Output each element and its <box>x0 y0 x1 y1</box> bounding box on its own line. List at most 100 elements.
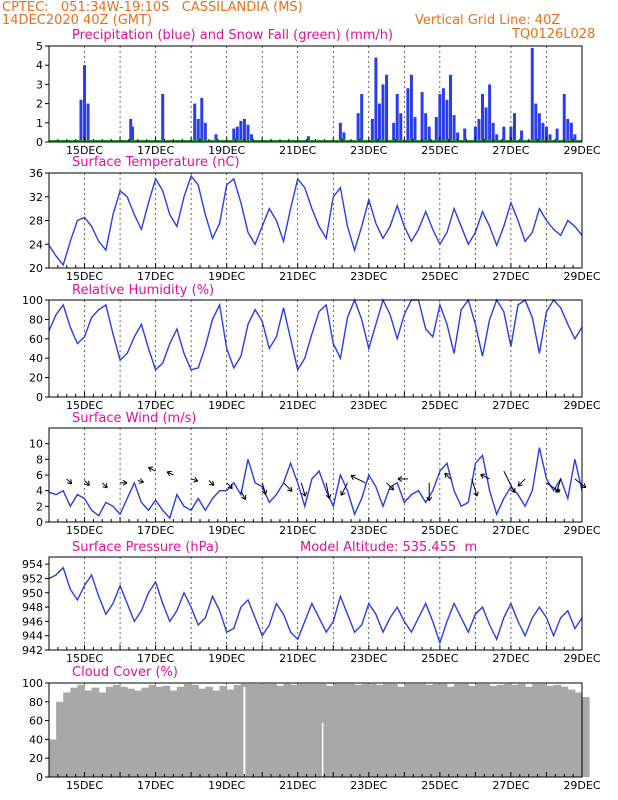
precip-bar <box>161 94 165 142</box>
wind-arrow-head <box>212 480 215 486</box>
cloud-xtick-label: 19DEC <box>208 779 245 792</box>
cloud-ytick-label: 40 <box>29 733 43 746</box>
humidity-ytick-label: 0 <box>36 391 43 404</box>
wind-arrow-head <box>517 484 523 487</box>
wind-arrow <box>84 480 90 486</box>
cloud-bar <box>304 683 313 777</box>
humidity-xtick-label: 25DEC <box>421 399 458 412</box>
wind-arrow <box>240 490 246 500</box>
wind-arrow <box>190 478 198 482</box>
precip-xtick-label: 27DEC <box>492 144 529 157</box>
temperature-ytick-label: 32 <box>29 191 43 204</box>
precip-bar <box>235 126 239 142</box>
pressure-ytick-label: 948 <box>22 601 43 614</box>
cloud-bar <box>262 683 270 777</box>
cloud-bar <box>340 683 348 777</box>
humidity-xtick-label: 15DEC <box>66 399 103 412</box>
precip-bar <box>530 47 534 142</box>
cloud-bar <box>333 683 341 777</box>
cloud-bar <box>461 683 469 777</box>
precip-bar <box>131 126 135 142</box>
pressure-xtick-label: 15DEC <box>66 652 103 665</box>
cloud-bar <box>546 685 555 777</box>
cloud-bar <box>63 692 71 777</box>
wind-arrow-head <box>325 494 330 499</box>
wind-arrow <box>556 478 562 493</box>
wind-arrow <box>340 482 348 496</box>
cloud-bar <box>212 690 221 777</box>
wind-arrow-head <box>304 491 308 497</box>
cloud-xtick-label: 21DEC <box>279 779 316 792</box>
precip-bar <box>438 94 442 142</box>
precip-ytick-label: 2 <box>36 98 43 111</box>
wind-xtick-label: 27DEC <box>492 524 529 537</box>
wind-series-line <box>48 447 583 520</box>
cloud-bar <box>532 683 540 777</box>
cloud-bar <box>510 684 519 777</box>
precip-bar <box>473 126 477 142</box>
pressure-title: Surface Pressure (hPa) <box>72 540 219 555</box>
wind-arrow <box>166 471 174 476</box>
wind-arrow-head <box>517 481 520 487</box>
precip-bar <box>573 134 577 142</box>
cloud-bar <box>247 683 256 777</box>
cloud-bar <box>184 683 192 777</box>
cloud-bar <box>468 685 476 777</box>
cloud-ytick-label: 0 <box>36 771 43 784</box>
precip-bar <box>86 103 90 142</box>
wind-arrow-head <box>397 478 403 482</box>
temperature-series-line <box>48 174 583 267</box>
precip-bar <box>562 94 566 142</box>
wind-arrow-head <box>480 474 484 479</box>
temperature-xtick-label: 27DEC <box>492 270 529 283</box>
precip-bar <box>83 65 87 142</box>
wind-arrow <box>350 475 366 484</box>
cloud-title: Cloud Cover (%) <box>72 665 178 680</box>
temperature-frame <box>48 172 583 269</box>
precip-xtick-label: 21DEC <box>279 144 316 157</box>
cloud-bar <box>155 686 164 777</box>
cloud-bar <box>368 683 377 777</box>
cloud-bar <box>77 684 86 777</box>
wind-arrow-head <box>87 480 90 486</box>
pressure-ytick-label: 952 <box>22 572 43 585</box>
cloud-bar <box>475 683 484 777</box>
cloud-bar <box>539 683 547 777</box>
wind-arrow-head <box>350 475 354 480</box>
humidity-xtick-label: 29DEC <box>563 399 600 412</box>
precip-bar <box>129 118 133 142</box>
cloud-bar <box>582 697 590 777</box>
cloud-xtick-label: 15DEC <box>66 779 103 792</box>
precip-ytick-label: 5 <box>36 40 43 53</box>
cloud-bar <box>276 685 285 777</box>
temperature-title: Surface Temperature (nC) <box>72 155 240 170</box>
cloud-bar <box>283 683 292 777</box>
cloud-bar <box>198 688 206 777</box>
cloud-bar <box>269 683 277 777</box>
precip-bar <box>424 113 428 142</box>
pressure-xtick-label: 17DEC <box>137 652 174 665</box>
cloud-bar <box>489 685 498 777</box>
wind-arrow-head <box>428 496 433 502</box>
cloud-bar <box>432 683 441 777</box>
cloud-ytick-label: 100 <box>22 677 43 690</box>
precip-bar <box>544 126 548 142</box>
pressure-xtick-label: 19DEC <box>208 652 245 665</box>
cloud-ytick-label: 80 <box>29 696 43 709</box>
precip-bar <box>239 120 243 142</box>
wind-arrow-head <box>554 487 558 493</box>
cloud-bar <box>205 686 213 777</box>
precip-xtick-label: 17DEC <box>137 144 174 157</box>
wind-arrow-head <box>241 496 246 501</box>
cloud-bar <box>397 686 405 777</box>
pressure-xtick-label: 21DEC <box>279 652 316 665</box>
wind-arrow-head <box>444 472 450 475</box>
wind-arrow <box>480 473 490 480</box>
precip-title: Precipitation (blue) and Snow Fall (gree… <box>72 28 394 43</box>
precip-bar <box>445 99 449 142</box>
cloud-bar <box>127 688 135 777</box>
pressure-ytick-label: 946 <box>22 615 43 628</box>
wind-arrow-head <box>194 477 199 482</box>
precip-xtick-label: 29DEC <box>563 144 600 157</box>
precip-bar <box>200 97 204 142</box>
